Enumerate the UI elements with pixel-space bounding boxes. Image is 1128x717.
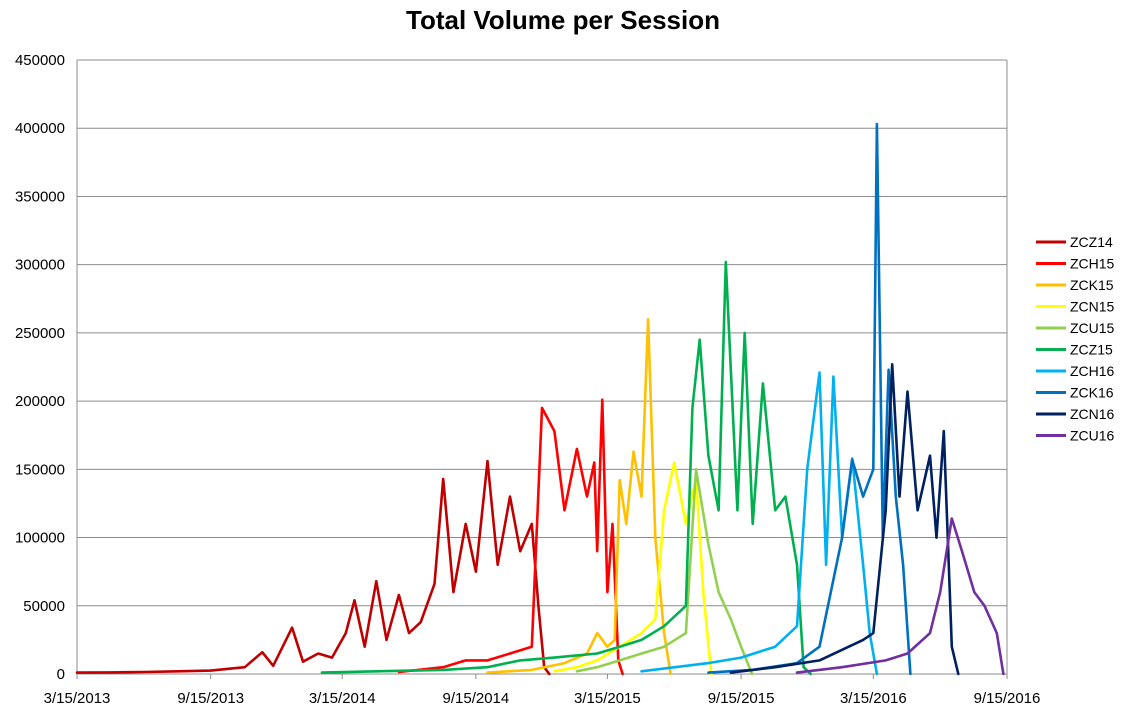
legend-item: ZCU15 [1036,320,1115,336]
x-tick-label: 3/15/2015 [574,690,641,707]
y-tick-label: 300000 [15,257,65,274]
series-line-zcn16 [729,363,960,676]
legend-label: ZCZ14 [1070,234,1113,250]
legend-item: ZCU16 [1036,428,1115,444]
grid-lines [77,59,1007,607]
y-tick-label: 0 [57,666,65,683]
legend-item: ZCN16 [1036,406,1115,422]
legend: ZCZ14 ZCH15 ZCK15 ZCN15 ZCU15 ZCZ15 ZCH16 ZCK16… [1036,234,1115,444]
y-tick-label: 50000 [23,598,65,615]
y-tick-label: 100000 [15,530,65,547]
x-tick-label: 9/15/2015 [708,690,775,707]
series-line-zcu15 [575,468,754,676]
series-line-zcz15 [320,260,813,676]
legend-item: ZCH16 [1036,363,1115,379]
series-line-zch15 [397,398,624,676]
legend-label: ZCK16 [1070,385,1114,401]
legend-item: ZCN15 [1036,299,1115,315]
y-tick-label: 350000 [15,188,65,205]
x-tick-label: 9/15/2014 [443,690,510,707]
x-tick-label: 3/15/2014 [309,690,376,707]
legend-item: ZCZ14 [1036,234,1113,250]
legend-label: ZCH16 [1070,363,1115,379]
legend-label: ZCU15 [1070,320,1115,336]
y-tick-label: 450000 [15,52,65,69]
y-tick-label: 150000 [15,461,65,478]
x-tick-label: 9/15/2016 [974,690,1041,707]
chart-title: Total Volume per Session [406,5,720,35]
legend-item: ZCZ15 [1036,342,1113,358]
legend-label: ZCN15 [1070,299,1115,315]
series-line-zck16 [707,122,912,676]
y-tick-label: 250000 [15,325,65,342]
x-tick-label: 3/15/2013 [44,690,111,707]
tick-labels: 0 50000 100000 150000 200000 250000 300000 3500… [15,52,1040,707]
series-line-zcz14 [75,459,551,676]
y-tick-label: 400000 [15,120,65,137]
legend-item: ZCH15 [1036,256,1115,272]
series-line-zcu16 [795,517,1005,676]
legend-item: ZCK16 [1036,385,1114,401]
legend-item: ZCK15 [1036,277,1114,293]
legend-label: ZCN16 [1070,406,1115,422]
series-line-zcn15 [553,461,713,676]
legend-label: ZCU16 [1070,428,1115,444]
legend-label: ZCH15 [1070,256,1115,272]
legend-label: ZCK15 [1070,277,1114,293]
axes [76,60,1008,679]
series-lines [75,122,1005,676]
series-line-zch16 [640,371,879,676]
x-tick-label: 9/15/2013 [177,690,244,707]
y-tick-label: 200000 [15,393,65,410]
x-tick-label: 3/15/2016 [840,690,907,707]
series-line-zck15 [486,317,672,676]
legend-label: ZCZ15 [1070,342,1113,358]
